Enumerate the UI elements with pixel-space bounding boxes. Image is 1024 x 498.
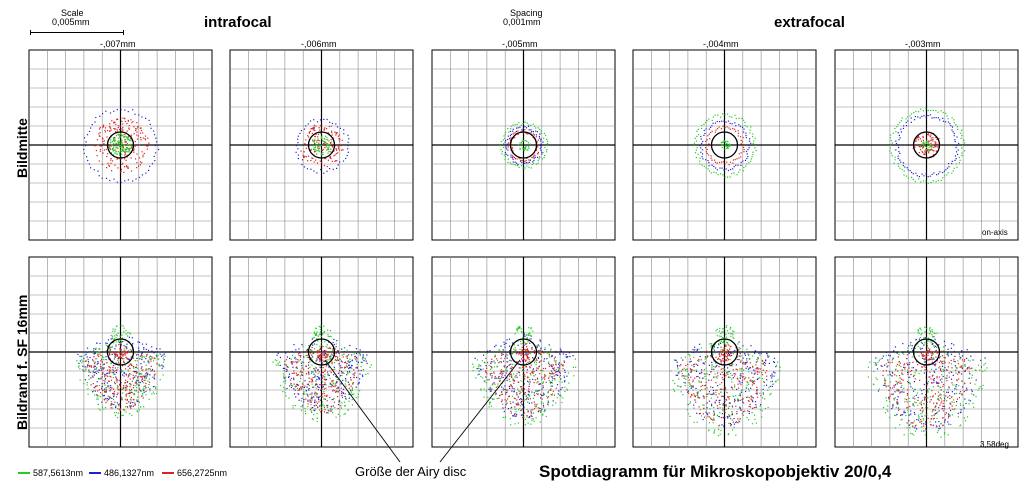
airy-disc-circle bbox=[710, 338, 739, 366]
airy-disc-circle bbox=[912, 338, 941, 366]
header-extrafocal: extrafocal bbox=[774, 14, 845, 31]
legend-label: 486,1327nm bbox=[104, 468, 155, 478]
spacing-value: 0,001mm bbox=[503, 17, 541, 27]
legend-label: 656,2725nm bbox=[177, 468, 228, 478]
legend-label: 587,5613nm bbox=[33, 468, 84, 478]
spot-panel bbox=[229, 256, 414, 448]
legend-swatch-blue bbox=[89, 472, 101, 474]
column-label-2: -,006mm bbox=[301, 39, 337, 49]
header-intrafocal: intrafocal bbox=[204, 14, 272, 31]
spot-panel bbox=[28, 256, 213, 448]
field-label-on-axis: on-axis bbox=[982, 228, 1008, 237]
scale-label: Scale bbox=[61, 8, 84, 18]
airy-disc-circle bbox=[106, 131, 135, 159]
annotation-leader-line bbox=[439, 359, 521, 463]
spot-panel bbox=[229, 49, 414, 241]
spot-panel bbox=[632, 49, 817, 241]
column-label-4: -,004mm bbox=[703, 39, 739, 49]
legend-swatch-green bbox=[18, 472, 30, 474]
spot-panel bbox=[834, 49, 1019, 241]
legend-item-656: 656,2725nm bbox=[162, 468, 227, 478]
airy-disc-circle bbox=[509, 338, 538, 366]
legend-item-486: 486,1327nm bbox=[89, 468, 154, 478]
diagram-title: Spotdiagramm für Mikroskopobjektiv 20/0,… bbox=[539, 462, 892, 481]
airy-disc-circle bbox=[912, 131, 941, 159]
spot-panel bbox=[28, 49, 213, 241]
spot-panel bbox=[431, 256, 616, 448]
column-label-5: -,003mm bbox=[905, 39, 941, 49]
spacing-label: Spacing bbox=[510, 8, 543, 18]
legend-item-587: 587,5613nm bbox=[18, 468, 83, 478]
airy-disc-circle bbox=[106, 338, 135, 366]
spot-panel bbox=[632, 256, 817, 448]
spot-panel bbox=[431, 49, 616, 241]
legend-swatch-red bbox=[162, 472, 174, 474]
spot-panel bbox=[834, 256, 1019, 448]
airy-disc-circle bbox=[710, 131, 739, 159]
annotation-leader-line bbox=[324, 359, 401, 463]
column-label-3: -,005mm bbox=[502, 39, 538, 49]
airy-disc-circle bbox=[307, 131, 336, 159]
scale-value: 0,005mm bbox=[52, 17, 90, 27]
scale-bar bbox=[30, 30, 124, 35]
airy-disc-circle bbox=[509, 131, 538, 159]
field-label-edge: 3,58deg bbox=[980, 440, 1009, 449]
airy-disc-circle bbox=[307, 338, 336, 366]
airy-disc-annotation: Größe der Airy disc bbox=[355, 464, 467, 479]
column-label-1: -,007mm bbox=[100, 39, 136, 49]
